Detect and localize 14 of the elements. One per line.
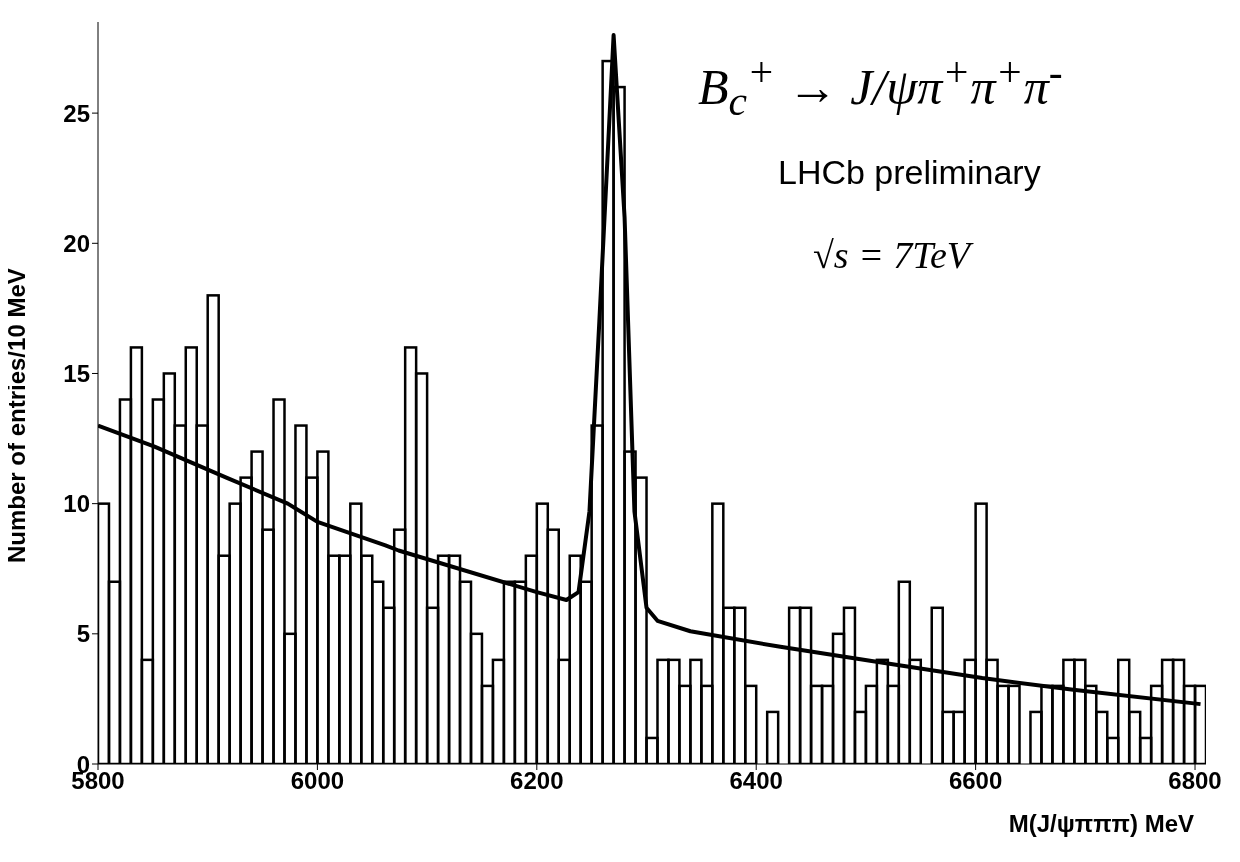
annotation: LHCb preliminary	[778, 153, 1041, 192]
y-tick-label: 15	[63, 359, 90, 387]
x-axis-title: M(J/ψπππ) MeV	[1008, 810, 1194, 837]
x-tick-label: 6400	[729, 767, 783, 795]
x-tick-label: 6000	[290, 767, 345, 795]
x-tick-label: 6600	[948, 767, 1003, 795]
y-tick-label: 20	[63, 229, 90, 257]
x-tick-label: 6800	[1168, 767, 1222, 795]
y-tick-label: 5	[76, 620, 90, 648]
y-axis-title: Number of entries/10 MeV	[2, 268, 30, 563]
y-tick-label: 25	[63, 99, 90, 127]
text: B$_{c}$$^{+}$ → J/ψπ$^{+}$π$^{+}$π$^{-}$	[698, 49, 1063, 124]
x-tick-label: 6200	[510, 767, 564, 795]
y-tick-label: 10	[63, 490, 90, 518]
